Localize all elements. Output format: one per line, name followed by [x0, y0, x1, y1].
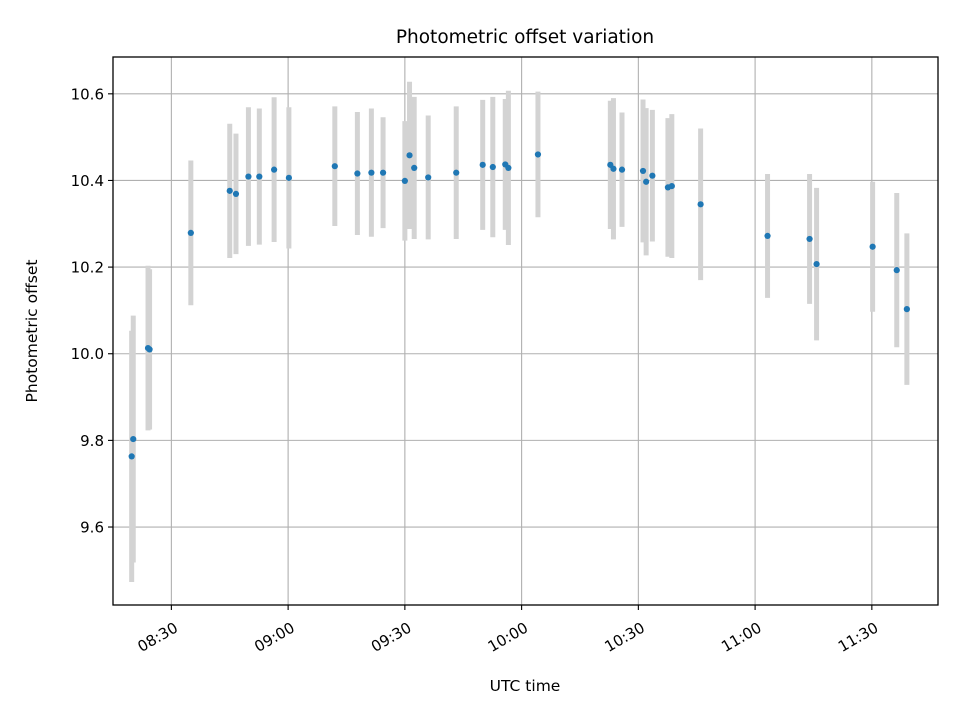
data-point — [870, 244, 876, 250]
data-point — [640, 168, 646, 174]
data-point — [256, 173, 262, 179]
data-point — [130, 436, 136, 442]
data-point — [669, 183, 675, 189]
y-tick-label: 9.6 — [80, 519, 104, 537]
data-point — [619, 167, 625, 173]
data-point — [227, 188, 233, 194]
data-point — [332, 163, 338, 169]
data-point — [286, 175, 292, 181]
y-tick-label: 10.4 — [71, 172, 104, 190]
data-point — [610, 166, 616, 172]
data-point — [806, 236, 812, 242]
data-point — [505, 165, 511, 171]
data-point — [535, 151, 541, 157]
data-point — [643, 179, 649, 185]
data-point — [406, 152, 412, 158]
data-point — [894, 267, 900, 273]
y-tick-label: 9.8 — [80, 432, 104, 450]
data-point — [245, 173, 251, 179]
y-tick-label: 10.0 — [71, 345, 104, 363]
data-point — [813, 261, 819, 267]
data-point — [402, 178, 408, 184]
data-point — [649, 173, 655, 179]
data-point — [380, 170, 386, 176]
data-point — [368, 170, 374, 176]
data-point — [480, 162, 486, 168]
data-point — [764, 233, 770, 239]
data-point — [698, 201, 704, 207]
data-point — [188, 230, 194, 236]
data-point — [271, 167, 277, 173]
chart-title: Photometric offset variation — [396, 27, 654, 48]
data-point — [129, 453, 135, 459]
data-point — [425, 174, 431, 180]
data-point — [354, 170, 360, 176]
data-point — [146, 346, 152, 352]
y-tick-label: 10.6 — [71, 85, 104, 103]
data-point — [411, 165, 417, 171]
y-tick-label: 10.2 — [71, 259, 104, 277]
x-axis-label: UTC time — [490, 677, 561, 695]
data-point — [490, 164, 496, 170]
data-point — [453, 170, 459, 176]
y-axis-label: Photometric offset — [23, 260, 41, 403]
data-point — [904, 306, 910, 312]
data-point — [233, 191, 239, 197]
